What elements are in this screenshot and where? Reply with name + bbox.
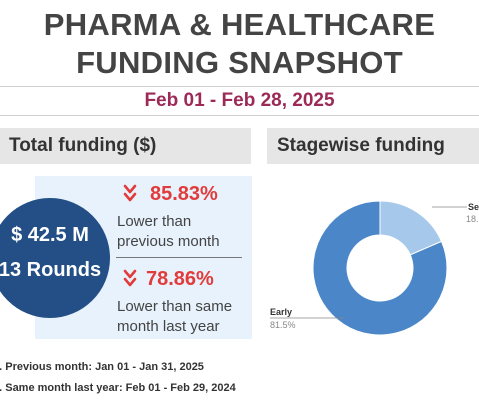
previous-month-desc-line1: Lower than <box>117 213 192 230</box>
footnote-previous-month: 1. Previous month: Jan 01 - Jan 31, 2025 <box>0 361 204 373</box>
seed-value: 18.5% <box>466 214 479 224</box>
funding-rounds: 13 Rounds <box>0 259 102 281</box>
previous-month-desc-line2: previous month <box>117 233 220 250</box>
same-month-desc-line1: Lower than same <box>117 298 233 315</box>
date-range-bar: Feb 01 - Feb 28, 2025 <box>0 86 479 116</box>
same-month-last-year-percent: 78.86% <box>146 268 214 290</box>
double-chevron-down-icon <box>123 269 137 287</box>
divider <box>116 257 242 258</box>
double-chevron-down-icon <box>123 184 137 202</box>
title-line-2: FUNDING SNAPSHOT <box>76 45 403 80</box>
footnote-same-month-last-year: 2. Same month last year: Feb 01 - Feb 29… <box>0 382 236 394</box>
page-title: PHARMA & HEALTHCARE FUNDING SNAPSHOT <box>0 6 479 82</box>
total-funding-heading: Total funding ($) <box>0 128 251 164</box>
early-label: Early <box>270 307 293 317</box>
stagewise-donut-chart <box>300 188 460 353</box>
same-month-desc-line2: month last year <box>117 318 220 335</box>
donut-slice-early <box>312 200 448 336</box>
funding-amount: $ 42.5 M <box>11 224 89 246</box>
funding-total-circle <box>0 198 110 318</box>
seed-label: Seed <box>468 202 479 212</box>
date-range: Feb 01 - Feb 28, 2025 <box>144 90 335 111</box>
stagewise-funding-heading: Stagewise funding <box>267 128 479 164</box>
early-value: 81.5% <box>270 320 296 330</box>
title-line-1: PHARMA & HEALTHCARE <box>43 7 436 42</box>
previous-month-percent: 85.83% <box>150 183 218 205</box>
donut-svg <box>312 200 448 336</box>
